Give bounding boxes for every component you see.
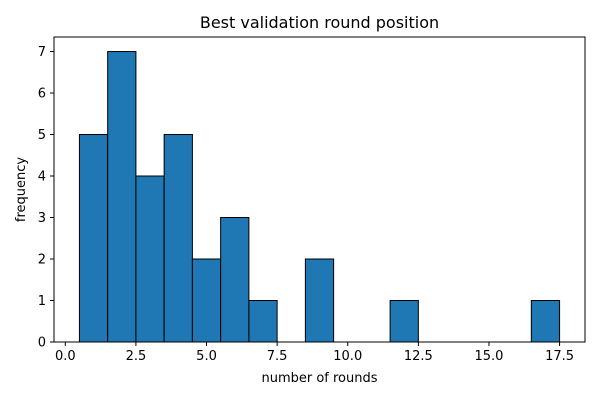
y-tick-label: 5 [38, 128, 46, 143]
x-tick-label: 7.5 [267, 349, 288, 364]
y-tick-label: 0 [38, 336, 46, 351]
plot-frame [53, 36, 586, 343]
x-tick-label: 0.0 [55, 349, 76, 364]
histogram-bar [135, 175, 165, 343]
y-axis-ticks: 0 1 2 3 4 5 6 7 [38, 45, 54, 351]
x-tick-label: 12.5 [404, 349, 433, 364]
y-tick-label: 1 [38, 294, 46, 309]
chart-title: Best validation round position [200, 13, 439, 32]
histogram-bar [78, 134, 109, 343]
histogram-bar [304, 258, 335, 343]
x-axis-ticks: 0.0 2.5 5.0 7.5 10.0 12.5 15.0 17.5 [55, 342, 574, 364]
x-tick-label: 17.5 [545, 349, 574, 364]
histogram-bar [220, 217, 250, 343]
x-tick-label: 2.5 [126, 349, 147, 364]
y-tick-label: 2 [38, 253, 46, 268]
x-tick-label: 5.0 [196, 349, 217, 364]
histogram-bar [530, 300, 561, 343]
histogram-bar [107, 51, 137, 343]
x-axis-label: number of rounds [261, 371, 377, 386]
y-tick-label: 4 [38, 170, 46, 185]
y-axis-label: frequency [14, 157, 29, 223]
histogram-bar [163, 134, 193, 343]
bars-group [78, 51, 561, 343]
histogram-bar [191, 258, 222, 343]
histogram-bar [389, 300, 419, 343]
histogram-bar [248, 300, 278, 343]
y-tick-label: 7 [38, 45, 46, 60]
y-tick-label: 6 [38, 87, 46, 102]
x-tick-label: 15.0 [474, 349, 503, 364]
y-tick-label: 3 [38, 211, 46, 226]
x-tick-label: 10.0 [333, 349, 362, 364]
